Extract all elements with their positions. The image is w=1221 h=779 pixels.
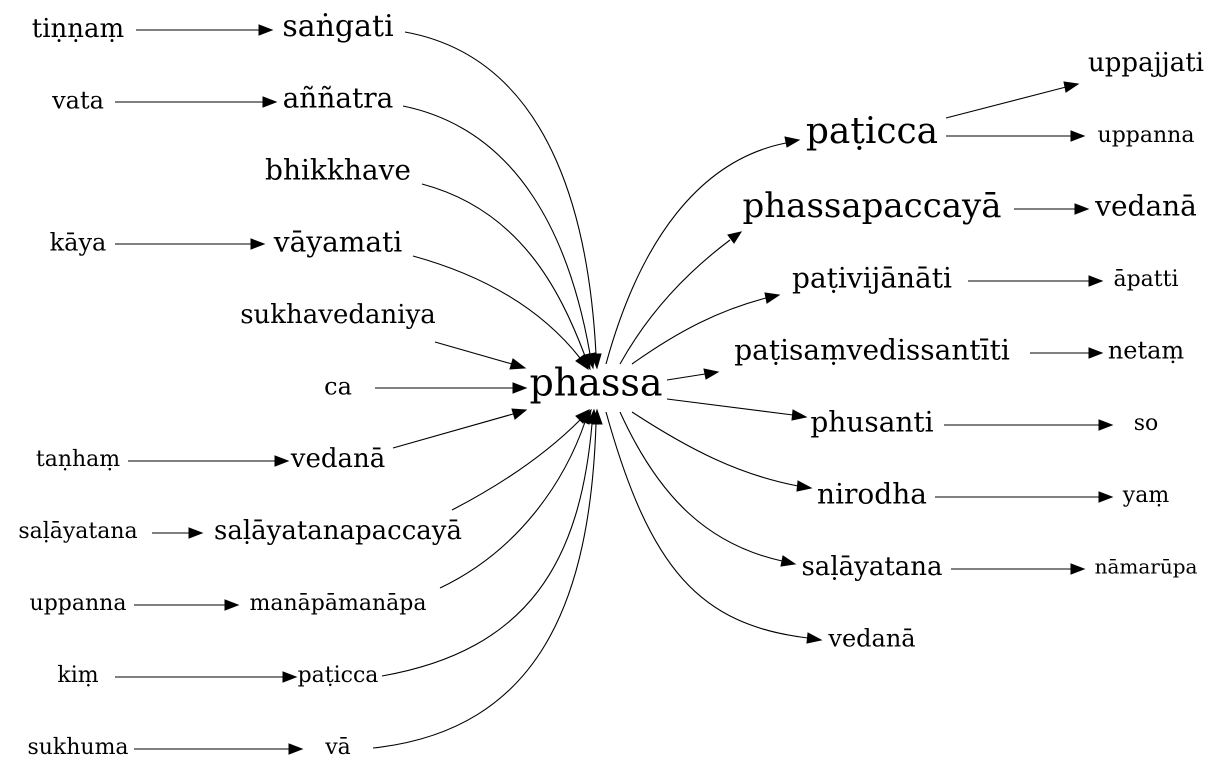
edge <box>372 423 597 749</box>
edge <box>412 255 581 359</box>
node-source-inner-4: sukhavedaniya <box>240 300 436 330</box>
edge <box>434 341 513 365</box>
arrow-head <box>282 671 298 683</box>
node-target-outer-0-1: uppanna <box>1098 123 1195 148</box>
node-source-inner-3: vāyamati <box>273 226 403 259</box>
node-source-inner-9: paṭicca <box>298 663 379 688</box>
edge <box>392 413 514 449</box>
node-target-outer-3-0: netaṃ <box>1108 337 1185 365</box>
edge <box>945 86 1067 119</box>
node-target-inner-3: paṭisaṃvedissantīti <box>734 334 1010 367</box>
arrow-head <box>1070 563 1086 575</box>
node-target-inner-5: nirodha <box>817 478 927 511</box>
node-target-outer-0-0: uppajjati <box>1088 48 1204 78</box>
node-source-outer-6: taṇhaṃ <box>36 447 120 472</box>
arrow-head <box>1088 275 1104 287</box>
node-source-outer-0: tiṇṇaṃ <box>32 14 124 44</box>
node-source-inner-10: vā <box>324 735 351 760</box>
arrow-head <box>511 408 528 420</box>
node-source-outer-8: uppanna <box>30 591 127 616</box>
arrow-head <box>591 408 603 425</box>
arrow-head <box>509 358 527 370</box>
edge <box>631 297 767 365</box>
node-source-inner-7: saḷāyatanapaccayā <box>214 516 462 546</box>
node-target-inner-7: vedanā <box>827 625 915 653</box>
edge <box>666 398 794 416</box>
edge <box>381 423 593 677</box>
node-source-outer-1: vata <box>51 87 104 115</box>
edge <box>404 31 597 355</box>
node-target-inner-4: phusanti <box>810 406 933 439</box>
node-source-outer-10: sukhuma <box>27 735 128 760</box>
edge <box>605 411 809 639</box>
arrow-head <box>1063 81 1080 93</box>
arrow-head <box>512 382 528 394</box>
arrow-head <box>224 599 240 611</box>
node-target-outer-1-0: vedanā <box>1094 190 1197 223</box>
edge <box>605 142 787 365</box>
arrow-head <box>784 136 801 148</box>
arrow-head <box>796 480 813 492</box>
node-source-inner-8: manāpāmanāpa <box>250 591 427 616</box>
node-target-inner-6: saḷāyatana <box>801 552 942 582</box>
node-source-inner-1: aññatra <box>283 82 394 115</box>
arrow-head <box>1088 347 1104 359</box>
node-source-outer-9: kiṃ <box>57 663 98 688</box>
arrow-head <box>250 238 266 250</box>
arrow-head <box>1074 203 1090 215</box>
edge <box>402 105 591 355</box>
node-target-outer-6-0: nāmarūpa <box>1095 555 1198 579</box>
node-center: phassa <box>529 361 662 405</box>
arrow-head <box>806 632 823 644</box>
edge <box>619 411 783 562</box>
node-target-inner-0: paṭicca <box>806 111 938 152</box>
edge <box>451 419 581 511</box>
arrow-head <box>288 743 304 755</box>
arrow-head <box>764 292 781 304</box>
arrow-head <box>780 555 797 567</box>
edge <box>619 239 731 365</box>
node-target-outer-2-0: āpatti <box>1113 267 1178 292</box>
arrow-head <box>262 96 278 108</box>
arrow-head <box>727 231 743 244</box>
arrow-head <box>258 24 274 36</box>
node-source-outer-3: kāya <box>50 229 107 257</box>
arrow-head <box>188 527 204 539</box>
edge <box>421 183 586 357</box>
node-source-outer-7: saḷāyatana <box>18 519 137 544</box>
node-source-inner-0: saṅgati <box>282 9 393 44</box>
arrow-head <box>579 408 592 425</box>
node-target-outer-4-0: so <box>1134 411 1159 436</box>
edge <box>439 421 586 589</box>
edge <box>666 373 706 381</box>
arrow-head <box>791 409 808 421</box>
arrow-head <box>1070 130 1086 142</box>
arrow-head <box>1098 491 1114 503</box>
node-target-inner-2: paṭivijānāti <box>792 262 952 295</box>
edge <box>631 411 799 487</box>
node-target-inner-1: phassapaccayā <box>743 186 1002 226</box>
node-source-inner-2: bhikkhave <box>265 154 411 187</box>
node-target-outer-5-0: yaṃ <box>1122 483 1170 508</box>
arrow-head <box>1098 419 1114 431</box>
node-source-inner-6: vedanā <box>290 444 385 474</box>
node-source-inner-5: ca <box>324 373 352 401</box>
arrow-head <box>274 455 290 467</box>
arrow-head <box>575 354 589 371</box>
arrow-head <box>703 368 720 380</box>
